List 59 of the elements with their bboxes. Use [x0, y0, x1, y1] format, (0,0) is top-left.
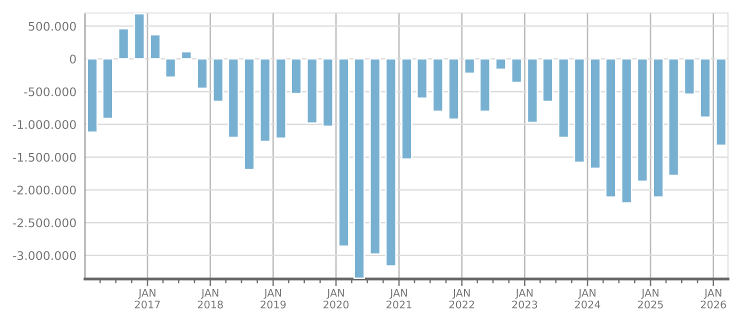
bar — [464, 58, 476, 74]
bar — [558, 58, 570, 138]
y-tick-label: -500.000 — [24, 87, 76, 96]
bar — [620, 58, 632, 204]
bar — [228, 58, 240, 138]
bar — [322, 58, 334, 128]
bar — [495, 58, 506, 70]
bar — [416, 58, 428, 99]
bar — [652, 58, 664, 198]
bar — [134, 13, 146, 60]
bar — [369, 58, 381, 255]
bar — [526, 58, 538, 124]
x-tick-label: JAN 2025 — [638, 289, 663, 308]
y-tick-label: -1.000.000 — [12, 120, 76, 130]
x-tick-label: JAN 2023 — [512, 289, 538, 308]
bar — [605, 58, 616, 198]
bar — [354, 58, 365, 279]
y-tick-label: -3.000.000 — [12, 251, 76, 260]
bar — [590, 58, 601, 169]
y-tick-label: -1.500.000 — [12, 152, 76, 162]
y-tick-label: 0 — [70, 54, 76, 64]
bar — [290, 58, 302, 94]
y-tick-label: 500.000 — [28, 22, 76, 31]
bar — [510, 58, 522, 84]
x-tick-label: JAN 2022 — [449, 289, 474, 308]
bar — [196, 58, 208, 90]
bar — [542, 58, 554, 102]
bar — [275, 58, 287, 139]
x-tick-label: JAN 2017 — [135, 289, 160, 308]
bar — [479, 58, 491, 112]
x-tick-label: JAN 2021 — [386, 289, 412, 308]
bar — [401, 58, 412, 160]
bar — [244, 58, 255, 170]
x-tick-label: JAN 2019 — [260, 289, 286, 308]
bar — [432, 58, 444, 112]
bar — [102, 58, 114, 120]
x-tick-label: JAN 2024 — [575, 289, 600, 308]
bar — [259, 58, 271, 142]
x-tick-label: JAN 2018 — [198, 289, 223, 308]
bar — [306, 58, 318, 124]
bar — [180, 50, 192, 60]
bar — [668, 58, 680, 176]
bar — [636, 58, 648, 182]
bar — [684, 58, 696, 95]
bar — [448, 58, 460, 120]
x-tick-label: JAN 2026 — [700, 289, 726, 308]
bar — [118, 28, 130, 60]
bar — [574, 58, 586, 164]
bar — [86, 58, 98, 133]
x-tick-label: JAN 2020 — [324, 289, 349, 308]
bar — [385, 58, 397, 267]
y-tick-label: -2.500.000 — [12, 218, 76, 228]
bar — [700, 58, 711, 118]
bar — [212, 58, 224, 102]
bar — [715, 58, 727, 146]
bar — [164, 58, 176, 78]
bar — [338, 58, 350, 247]
y-tick-label: -2.000.000 — [12, 186, 76, 195]
bar — [150, 34, 161, 60]
